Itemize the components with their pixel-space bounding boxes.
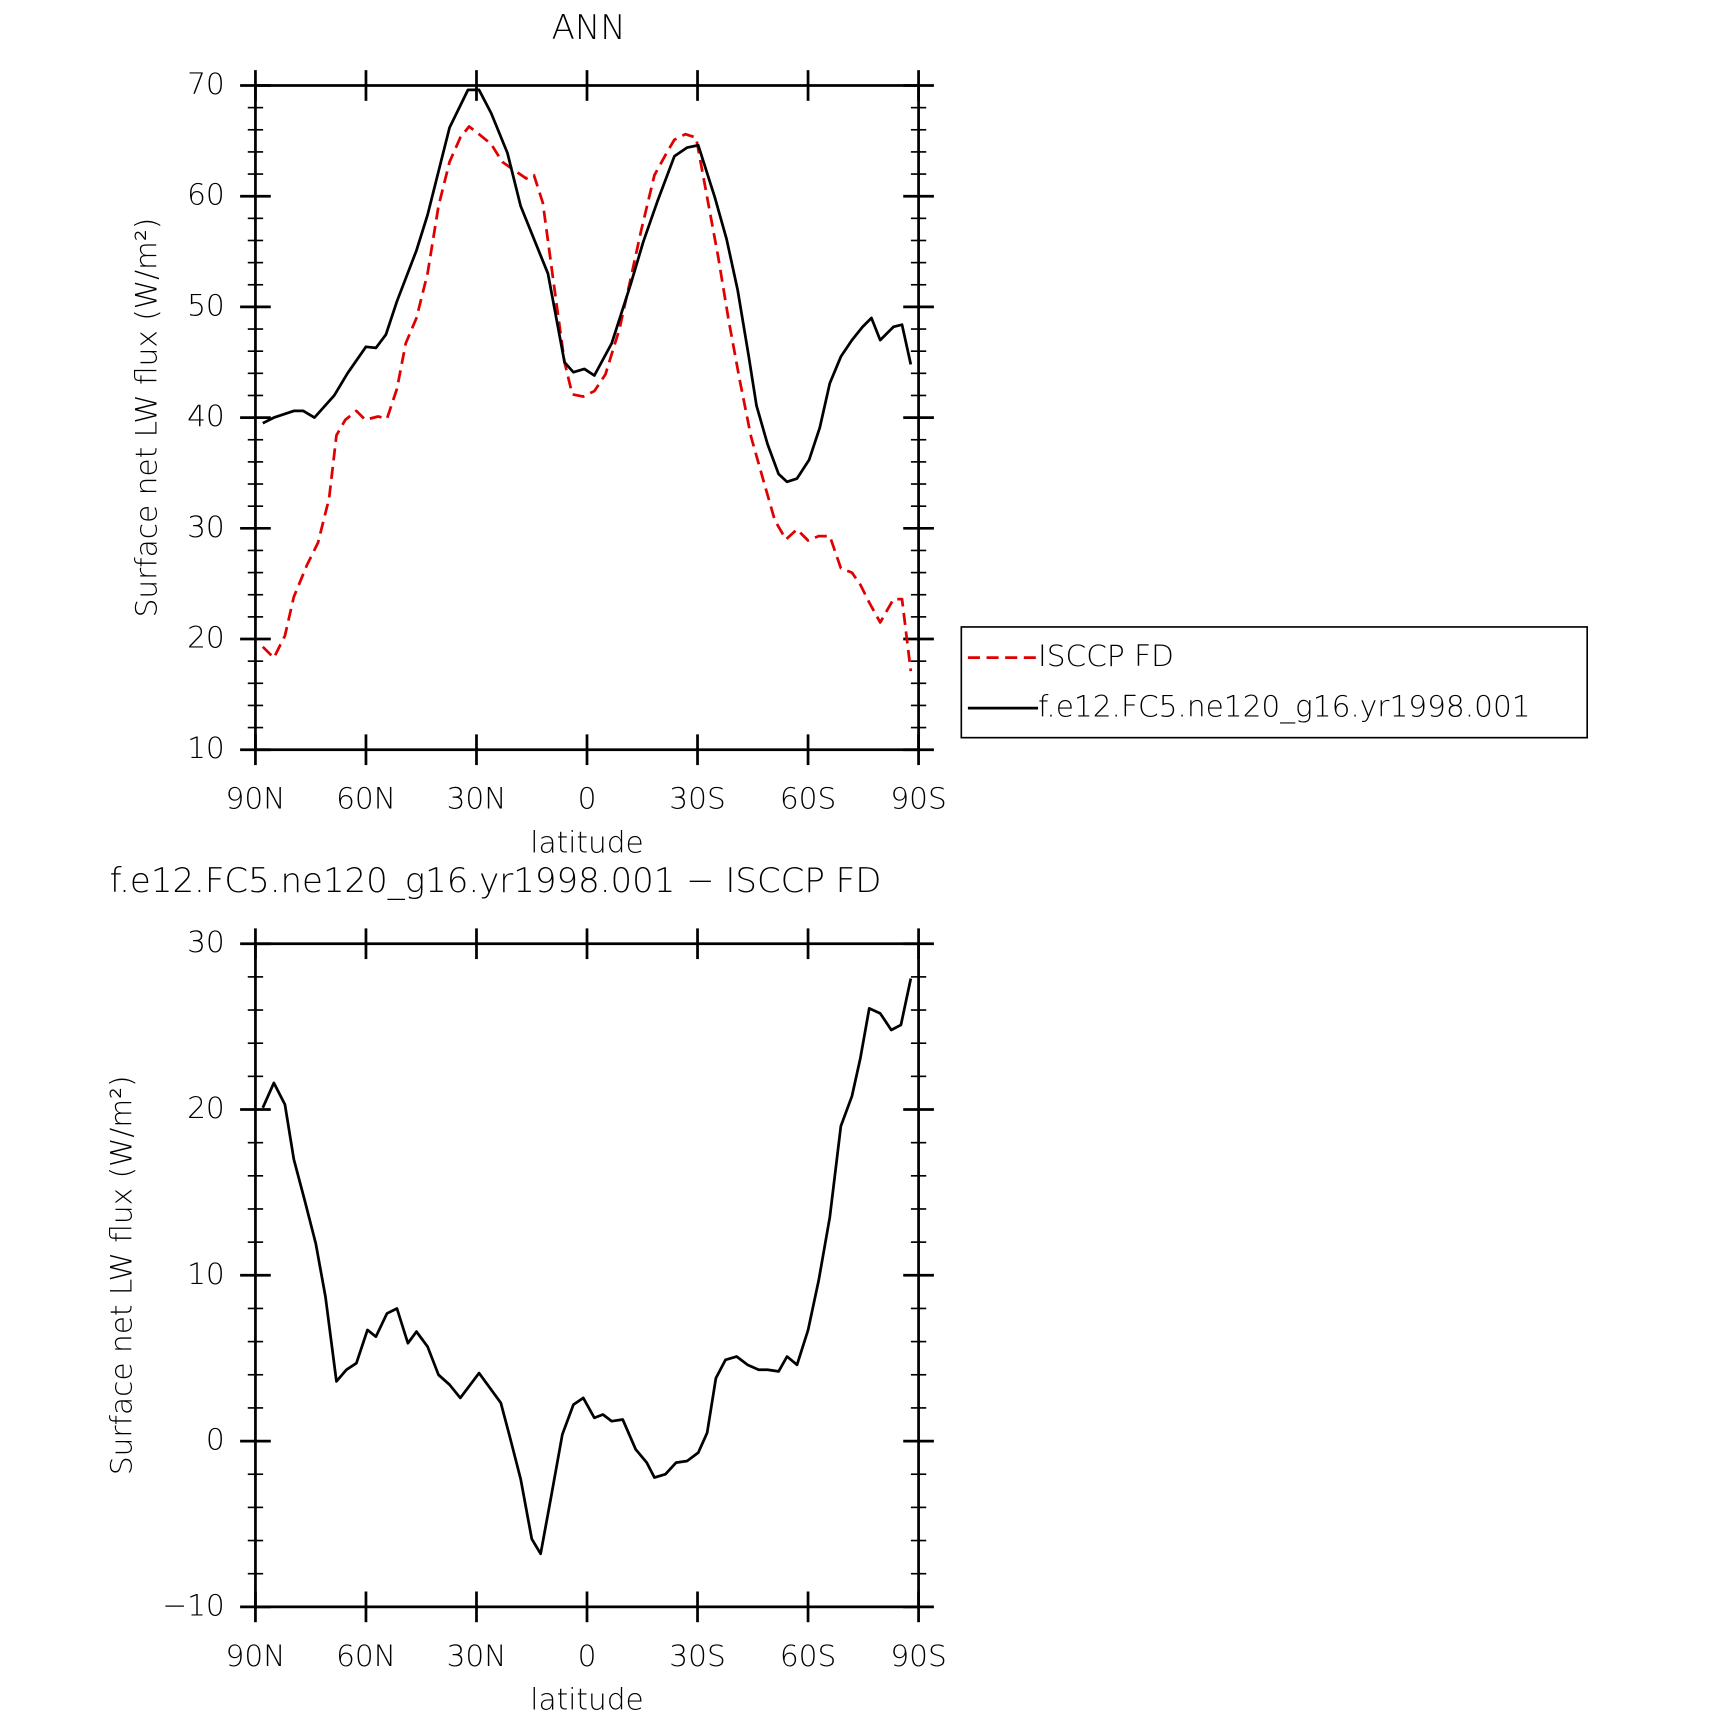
- legend-box: [960, 626, 1589, 739]
- x-tick-label: 60N: [336, 1639, 396, 1673]
- x-tick-label: 60N: [336, 782, 396, 816]
- x-tick-label: 30N: [447, 1639, 507, 1673]
- x-axis-label: latitude: [530, 1683, 643, 1717]
- x-tick-label: 90N: [226, 782, 286, 816]
- y-tick-label: 70: [187, 67, 225, 101]
- y-tick-label: 10: [187, 1257, 225, 1291]
- data-line: [261, 125, 913, 672]
- legend-label: f.e12.FC5.ne120_g16.yr1998.001: [1038, 690, 1531, 725]
- y-axis-label: Surface net LW flux (W/m²): [130, 218, 164, 618]
- x-axis-label: latitude: [530, 825, 643, 859]
- y-tick-label: 20: [187, 1091, 225, 1125]
- x-tick-label: 30S: [669, 1639, 725, 1673]
- y-tick-label: 30: [187, 510, 225, 544]
- x-tick-label: 0: [578, 1639, 597, 1673]
- x-tick-label: 0: [578, 782, 597, 816]
- x-tick-label: 30S: [669, 782, 725, 816]
- y-tick-label: 0: [206, 1423, 225, 1457]
- x-tick-label: 90S: [890, 782, 946, 816]
- y-tick-label: 10: [187, 731, 225, 765]
- chart-title: ANN: [552, 8, 626, 48]
- plot-frame: [254, 84, 920, 752]
- y-tick-label: −10: [162, 1588, 224, 1622]
- x-tick-label: 90N: [226, 1639, 286, 1673]
- y-tick-label: 40: [187, 399, 225, 433]
- data-line: [262, 88, 913, 484]
- y-tick-label: 30: [187, 925, 225, 959]
- x-tick-label: 60S: [780, 782, 836, 816]
- y-tick-label: 50: [187, 288, 225, 322]
- x-tick-label: 90S: [890, 1639, 946, 1673]
- legend-label: ISCCP FD: [1038, 639, 1174, 673]
- y-tick-label: 60: [187, 178, 225, 212]
- y-axis-label: Surface net LW flux (W/m²): [104, 1075, 138, 1475]
- y-tick-label: 20: [187, 621, 225, 655]
- x-tick-label: 30N: [447, 782, 507, 816]
- x-tick-label: 60S: [780, 1639, 836, 1673]
- chart-title: f.e12.FC5.ne120_g16.yr1998.001 − ISCCP F…: [110, 861, 882, 901]
- data-line: [261, 978, 913, 1556]
